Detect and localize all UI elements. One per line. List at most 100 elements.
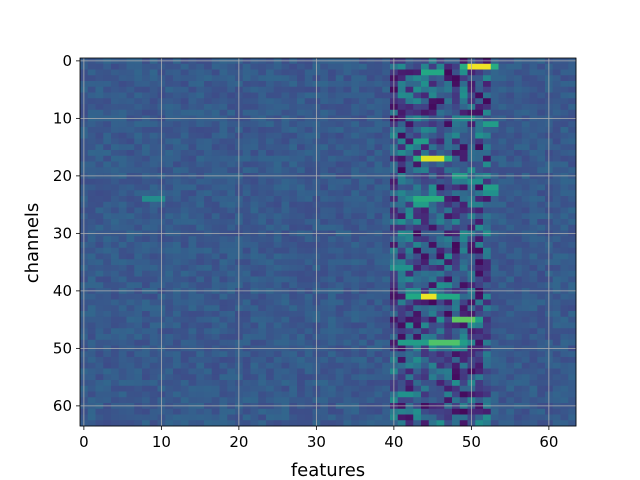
heatmap-cell [560,322,569,329]
heatmap-cell [483,207,492,214]
heatmap-cell [374,75,383,82]
heatmap-cell [126,236,135,243]
heatmap-cell [405,69,414,76]
heatmap-cell [351,385,360,392]
heatmap-cell [165,213,174,220]
heatmap-cell [366,414,375,421]
heatmap-cell [149,339,158,346]
heatmap-cell [219,86,228,93]
heatmap-cell [134,167,143,174]
heatmap-cell [258,104,267,111]
heatmap-cell [103,63,112,70]
heatmap-cell [421,242,430,249]
heatmap-cell [242,144,251,151]
heatmap-cell [173,247,182,254]
heatmap-cell [126,247,135,254]
heatmap-cell [211,155,220,162]
heatmap-cell [498,167,507,174]
heatmap-cell [95,328,104,335]
heatmap-cell [165,109,174,116]
heatmap-cell [483,201,492,208]
heatmap-cell [111,328,120,335]
heatmap-cell [498,63,507,70]
heatmap-cell [537,362,546,369]
heatmap-cell [359,253,368,260]
heatmap-cell [498,270,507,277]
heatmap-cell [498,328,507,335]
heatmap-cell [568,167,577,174]
heatmap-cell [343,385,352,392]
heatmap-cell [359,362,368,369]
heatmap-cell [351,219,360,226]
heatmap-cell [250,276,259,283]
heatmap-cell [529,357,538,364]
heatmap-cell [428,351,437,358]
heatmap-cell [405,328,414,335]
heatmap-cell [95,127,104,134]
heatmap-cell [428,184,437,191]
heatmap-cell [452,322,461,329]
heatmap-cell [211,121,220,128]
heatmap-cell [111,207,120,214]
heatmap-cell [436,253,445,260]
heatmap-cell [103,282,112,289]
heatmap-cell [405,190,414,197]
heatmap-cell [506,265,515,272]
heatmap-cell [436,207,445,214]
heatmap-cell [421,127,430,134]
heatmap-cell [521,293,530,300]
heatmap-cell [320,357,329,364]
heatmap-cell [289,236,298,243]
heatmap-cell [537,150,546,157]
heatmap-cell [459,247,468,254]
heatmap-cell [568,104,577,111]
heatmap-cell [219,150,228,157]
heatmap-cell [304,380,313,387]
heatmap-cell [289,322,298,329]
heatmap-cell [273,196,282,203]
heatmap-cell [560,242,569,249]
heatmap-cell [568,293,577,300]
heatmap-cell [521,219,530,226]
heatmap-cell [359,121,368,128]
heatmap-cell [421,253,430,260]
heatmap-cell [514,299,523,306]
heatmap-cell [475,219,484,226]
heatmap-cell [560,276,569,283]
heatmap-cell [320,265,329,272]
heatmap-cell [436,109,445,116]
heatmap-cell [227,368,236,375]
heatmap-cell [366,201,375,208]
heatmap-cell [568,420,577,427]
heatmap-cell [180,207,189,214]
heatmap-cell [343,121,352,128]
heatmap-cell [134,414,143,421]
heatmap-cell [359,242,368,249]
heatmap-cell [289,121,298,128]
heatmap-cell [95,247,104,254]
heatmap-cell [382,328,391,335]
heatmap-cell [134,259,143,266]
heatmap-cell [165,242,174,249]
heatmap-cell [421,293,430,300]
heatmap-cell [289,213,298,220]
heatmap-cell [537,69,546,76]
heatmap-cell [475,127,484,134]
heatmap-cell [111,282,120,289]
heatmap-cell [111,408,120,415]
heatmap-cell [250,63,259,70]
heatmap-cell [328,98,337,105]
heatmap-cell [273,104,282,111]
heatmap-cell [351,69,360,76]
heatmap-cell [227,282,236,289]
heatmap-cell [142,224,151,231]
heatmap-cell [459,155,468,162]
heatmap-cell [211,207,220,214]
heatmap-cell [552,282,561,289]
heatmap-cell [529,201,538,208]
heatmap-cell [537,201,546,208]
heatmap-cell [95,69,104,76]
heatmap-cell [266,213,275,220]
heatmap-cell [537,167,546,174]
heatmap-cell [118,167,127,174]
